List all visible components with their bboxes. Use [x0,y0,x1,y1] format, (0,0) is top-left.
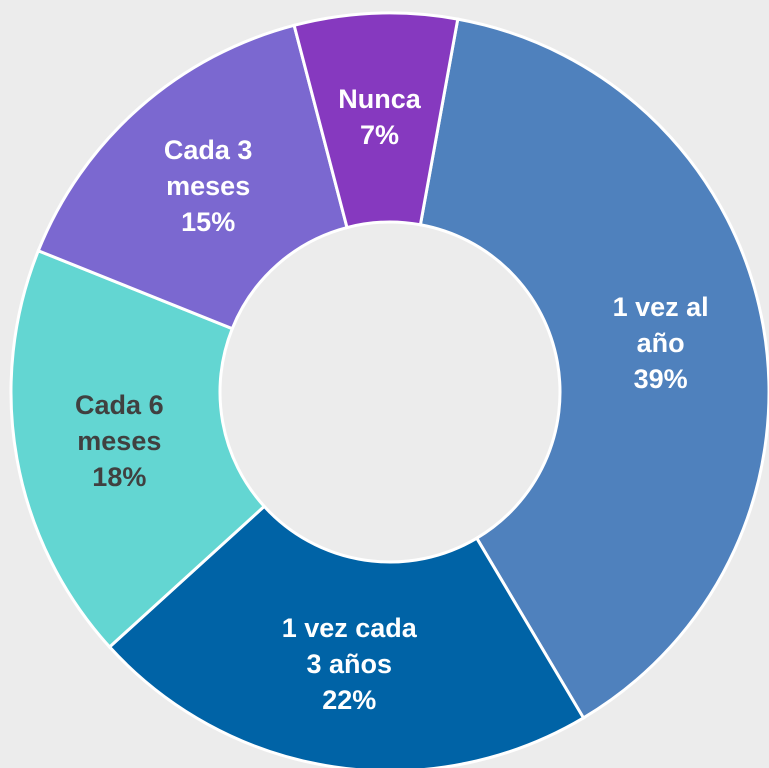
slice [418,17,769,720]
data-label: Nunca 7% [305,81,455,153]
slice [9,248,267,650]
category-label: Cada 3 meses [163,134,253,201]
data-label: 1 vez cada 3 años 22% [274,610,424,718]
data-label: Cada 3 meses 15% [133,132,283,240]
data-label: 1 vez al año 39% [586,289,736,397]
category-label: 1 vez al año [612,292,709,359]
category-label: Cada 6 meses [75,389,164,456]
category-label: 1 vez cada 3 años [281,612,417,679]
value-label: 22% [322,684,377,715]
value-label: 39% [633,364,688,395]
value-label: 7% [360,120,400,151]
category-label: Nunca [338,84,421,115]
value-label: 15% [181,206,236,237]
data-label: Cada 6 meses 18% [44,387,194,495]
slice [292,11,460,230]
slice [36,23,349,331]
value-label: 18% [92,461,147,492]
slice [107,504,586,768]
